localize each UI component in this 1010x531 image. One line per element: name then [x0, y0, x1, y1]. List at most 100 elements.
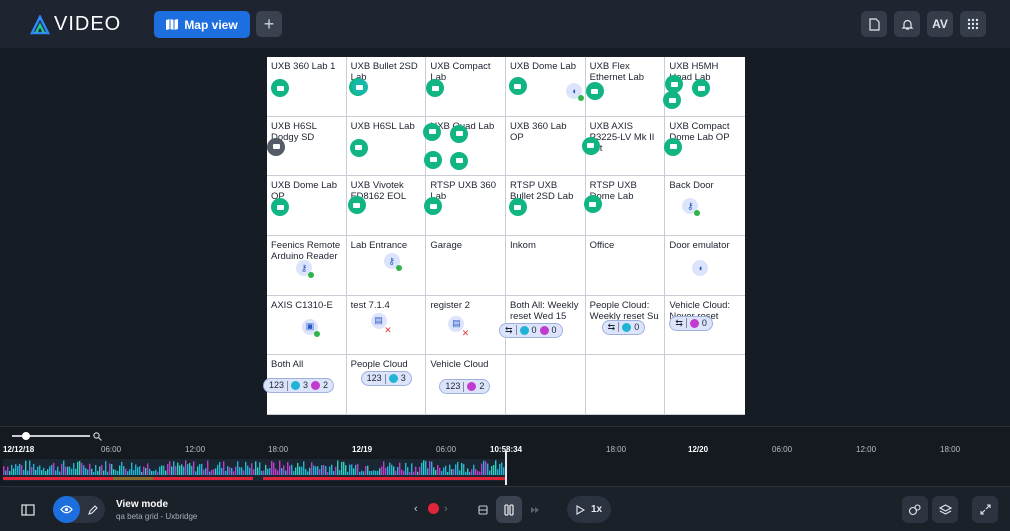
grid-cell[interactable]: UXB Compact Dome Lab OP: [664, 117, 745, 177]
grid-cell[interactable]: Back Door ⚷: [665, 176, 745, 236]
counter-pill[interactable]: 123 3: [360, 371, 412, 387]
grid-cell[interactable]: UXB H6SL Lab: [346, 116, 427, 177]
camera-icon[interactable]: [271, 79, 289, 97]
camera-icon[interactable]: [692, 79, 711, 97]
add-tab-button[interactable]: +: [256, 11, 282, 37]
skip-forward-button[interactable]: [526, 496, 544, 523]
waveform-bar: [19, 463, 21, 475]
grid-cell[interactable]: RTSP UXB 360 Lab: [424, 176, 506, 236]
camera-icon[interactable]: [581, 136, 600, 155]
grid-cell[interactable]: test 7.1.4 ▤ ✕: [346, 295, 427, 356]
register-icon[interactable]: ▤ ✕: [448, 315, 469, 337]
pause-button[interactable]: [496, 496, 522, 523]
counter-pill[interactable]: ⇆ 0: [669, 315, 713, 331]
grid-cell[interactable]: Feenics Remote Arduino Reader ⚷: [267, 236, 347, 296]
zoom-slider-handle[interactable]: [22, 432, 30, 440]
speaker-icon[interactable]: ◖: [565, 83, 584, 101]
camera-icon[interactable]: [347, 196, 366, 215]
counter-pill[interactable]: ⇆ 0 0: [498, 322, 563, 338]
grid-cell[interactable]: UXB Vivotek FD8162 EOL: [346, 176, 427, 236]
door-icon[interactable]: ⚷: [682, 198, 701, 217]
grid-cell[interactable]: UXB Compact Lab: [426, 57, 506, 117]
timeline[interactable]: 12/12/18 06:00 12:00 18:00 12/19 06:00 10:58:3…: [0, 426, 1010, 486]
grid-cell[interactable]: UXB Quad Lab: [423, 116, 506, 177]
grid-cell[interactable]: UXB Dome Lab ◖: [505, 57, 586, 117]
grid-cell[interactable]: Office: [585, 236, 666, 296]
grid-cell[interactable]: Lab Entrance ⚷: [346, 236, 427, 296]
layers-button[interactable]: [932, 496, 958, 523]
grid-cell[interactable]: People Cloud: Weekly reset Su ⇆ 0: [585, 295, 666, 356]
grid-cell[interactable]: Inkom: [505, 236, 586, 296]
grid-cell[interactable]: Vehicle Cloud: Never reset ⇆0: [665, 296, 745, 356]
camera-icon[interactable]: [583, 195, 602, 214]
counter-pill[interactable]: 123 3 2: [263, 378, 335, 394]
grid-cell[interactable]: UXB Dome Lab OP: [267, 176, 347, 236]
grid-cell[interactable]: UXB 360 Lab 1: [267, 57, 347, 117]
camera-icon[interactable]: [424, 150, 443, 169]
frame-back-button[interactable]: [473, 496, 493, 523]
previous-event-button[interactable]: ‹: [414, 503, 418, 515]
grid-cell[interactable]: UXB H6SL Dodgy SD: [267, 116, 347, 177]
grid-cell[interactable]: [505, 355, 586, 415]
sidebar-toggle-button[interactable]: [14, 496, 42, 523]
camera-icon[interactable]: [426, 79, 445, 97]
apps-button[interactable]: [960, 11, 986, 37]
grid-cell[interactable]: register 2 ▤ ✕: [426, 295, 506, 356]
playhead[interactable]: [505, 451, 507, 485]
camera-icon[interactable]: [423, 122, 442, 141]
grid-cell[interactable]: Garage: [426, 236, 506, 296]
grid-cell[interactable]: People Cloud 123 3: [346, 355, 427, 415]
mode-toggle[interactable]: [53, 496, 105, 523]
camera-icon[interactable]: [271, 198, 289, 217]
camera-icon[interactable]: [508, 198, 527, 217]
grid-cell[interactable]: UXB Flex Ethernet Lab: [585, 57, 666, 117]
grid-cell[interactable]: [665, 355, 745, 415]
counter-pill[interactable]: 123 2: [439, 379, 491, 395]
document-button[interactable]: [861, 11, 887, 37]
camera-icon[interactable]: [351, 79, 368, 95]
camera-icon[interactable]: [450, 124, 469, 143]
camera-icon[interactable]: [663, 91, 682, 109]
grid-cell[interactable]: Both All: Weekly reset Wed 15 ⇆ 0 0: [498, 295, 586, 356]
share-button[interactable]: [902, 496, 928, 523]
alarms-button[interactable]: [894, 11, 920, 37]
camera-icon[interactable]: [665, 75, 684, 93]
camera-icon[interactable]: [664, 137, 683, 156]
grid-cell[interactable]: UXB H5MH Head Lab: [663, 57, 745, 117]
register-icon[interactable]: ▤ ✕: [370, 312, 392, 334]
waveform-bar: [225, 470, 227, 475]
door-icon[interactable]: ⚷: [296, 260, 314, 278]
camera-icon[interactable]: [424, 197, 443, 216]
activity-waveform[interactable]: [3, 459, 506, 481]
door-icon[interactable]: ⚷: [383, 253, 402, 271]
grid-cell[interactable]: Door emulator ◖: [665, 236, 745, 296]
next-event-button[interactable]: ›: [444, 503, 448, 515]
grid-cell[interactable]: [585, 355, 666, 415]
grid-cell[interactable]: UXB AXIS P3225-LV Mk II est: [581, 116, 666, 177]
grid-cell[interactable]: AXIS C1310-E ▣: [267, 295, 347, 356]
avatar[interactable]: AV: [927, 11, 953, 37]
view-mode-button[interactable]: [53, 496, 80, 523]
fullscreen-button[interactable]: [972, 496, 998, 523]
grid-cell[interactable]: RTSP UXB Bullet 2SD Lab: [505, 176, 586, 236]
camera-icon[interactable]: [267, 137, 285, 156]
grid-cell[interactable]: UXB 360 Lab OP: [505, 116, 586, 177]
counter-pill[interactable]: ⇆ 0: [601, 319, 646, 335]
waveform-bar: [461, 463, 463, 475]
grid-cell[interactable]: RTSP UXB Dome Lab: [583, 176, 666, 236]
edit-mode-button[interactable]: [80, 504, 105, 515]
camera-icon[interactable]: [349, 138, 368, 157]
grid-cell[interactable]: Vehicle Cloud 123 2: [426, 355, 506, 415]
speaker-icon[interactable]: ◖: [692, 260, 709, 276]
waveform-bar: [397, 466, 399, 475]
camera-icon[interactable]: [585, 82, 604, 100]
zoom-icon[interactable]: [93, 432, 102, 441]
grid-cell[interactable]: Both All 123 3 2: [263, 355, 347, 415]
zoom-slider[interactable]: [12, 432, 90, 440]
playback-speed-button[interactable]: 1x: [567, 496, 611, 523]
map-view-tab[interactable]: Map view: [154, 11, 250, 38]
intercom-icon[interactable]: ▣: [302, 318, 320, 337]
camera-icon[interactable]: [450, 151, 469, 170]
camera-icon[interactable]: [508, 77, 527, 95]
grid-cell[interactable]: UXB Bullet 2SD Lab: [346, 57, 427, 117]
